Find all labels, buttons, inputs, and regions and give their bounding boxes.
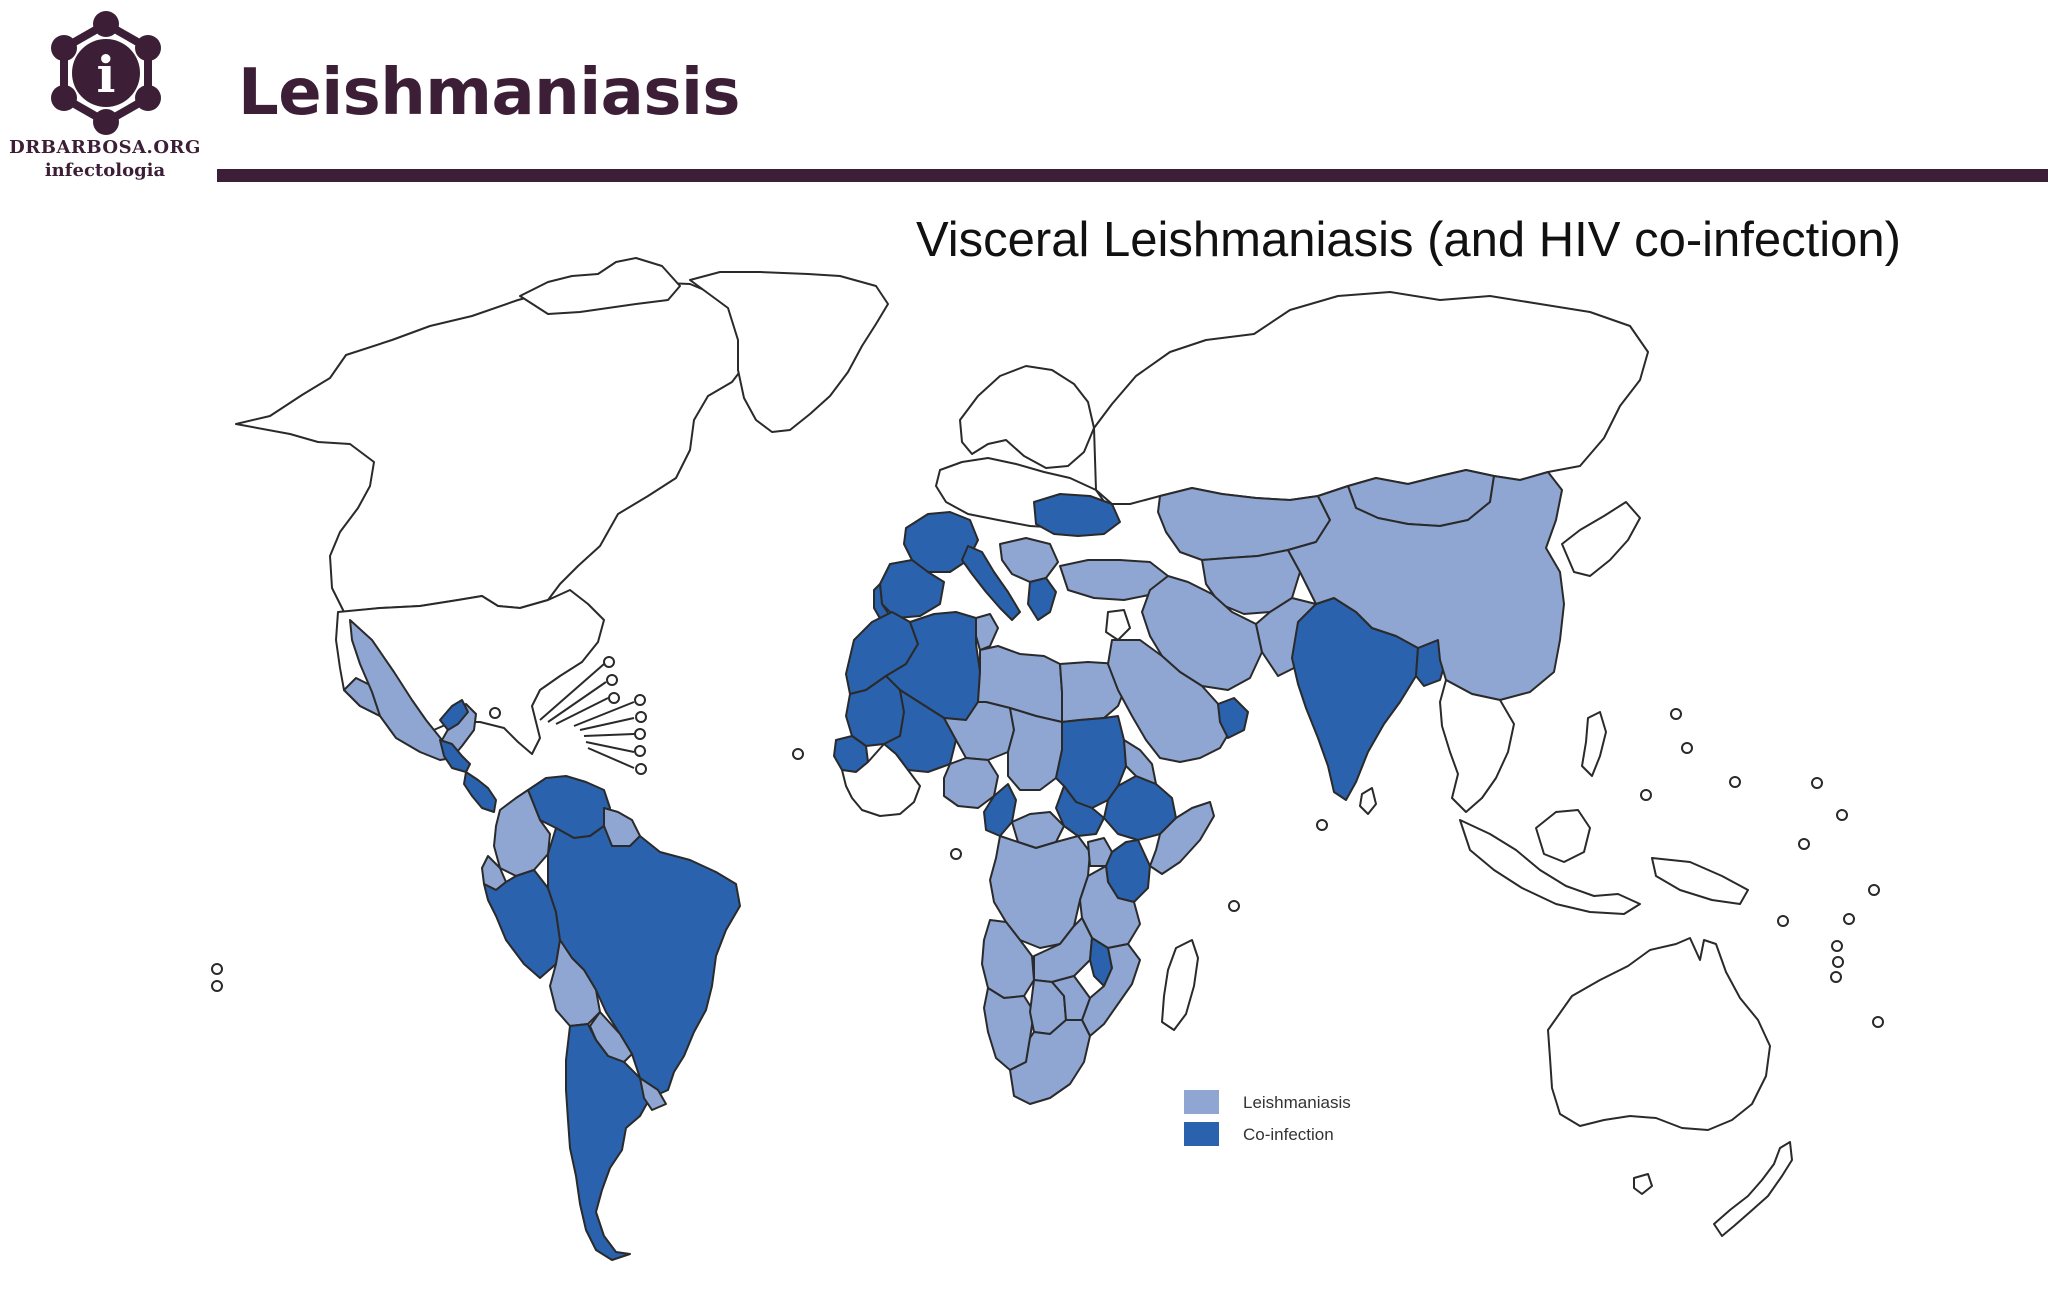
- map-region-uruguay: [639, 1077, 667, 1111]
- island-marker: [603, 656, 615, 668]
- map-region-mexico: [349, 619, 477, 761]
- map-region-alaska-canada: [235, 281, 749, 613]
- island-marker: [950, 848, 962, 860]
- map-region-southeast-asia: [1439, 679, 1515, 813]
- map-region-indonesia: [1459, 819, 1641, 915]
- island-marker: [635, 763, 647, 775]
- map-region-italy: [961, 545, 1021, 621]
- map-region-chad: [1007, 707, 1063, 791]
- map-region-philippines: [1581, 711, 1607, 777]
- island-marker: [211, 963, 223, 975]
- island-marker: [1670, 708, 1682, 720]
- map-region-argentina-chile: [565, 1023, 651, 1261]
- island-marker: [1729, 776, 1741, 788]
- map-region-tunisia: [975, 613, 999, 651]
- island-marker: [489, 707, 501, 719]
- map-region-sri-lanka: [1359, 787, 1377, 815]
- logo-glyph: i: [97, 45, 116, 104]
- map-region-iran-iraq: [1141, 575, 1263, 691]
- logo-subtitle: infectologia: [44, 160, 166, 181]
- map-region-mali: [883, 689, 957, 773]
- map-region-guatemala: [439, 739, 471, 773]
- map-region-somalia: [1149, 801, 1215, 875]
- map-region-cameroon: [983, 783, 1017, 837]
- map-region-honduras: [463, 771, 497, 813]
- legend-label-leishmaniasis: Leishmaniasis: [1243, 1093, 1351, 1112]
- island-marker: [1843, 913, 1855, 925]
- title-divider: [217, 169, 2048, 182]
- map-region-saudi-arabia: [1107, 639, 1233, 763]
- map-region-eritrea: [1123, 739, 1157, 785]
- island-marker: [1830, 971, 1842, 983]
- island-marker: [1681, 742, 1693, 754]
- island-marker: [634, 694, 646, 706]
- map-region-mexico-yucatan: [439, 699, 469, 731]
- map-region-madagascar: [1161, 939, 1199, 1031]
- map-region-arctic-islands: [519, 257, 681, 315]
- map-region-russia: [1093, 291, 1649, 505]
- island-marker: [634, 745, 646, 757]
- island-marker: [1798, 838, 1810, 850]
- map-region-south-sudan: [1055, 785, 1105, 837]
- map-region-australia: [1547, 937, 1771, 1131]
- map-region-ukraine: [1033, 493, 1121, 537]
- map-region-yemen-somalia-horn: [1217, 697, 1249, 739]
- map-region-tasmania: [1633, 1173, 1653, 1195]
- map-region-mozambique: [1081, 943, 1141, 1037]
- map-region-west-africa-coast: [841, 743, 921, 817]
- map-region-south-africa: [1009, 1019, 1091, 1105]
- island-marker: [606, 674, 618, 686]
- map-region-new-guinea: [1651, 857, 1749, 905]
- island-marker: [1836, 809, 1848, 821]
- molecule-icon: i: [51, 11, 161, 135]
- legend-swatch-leishmaniasis: [1184, 1090, 1219, 1114]
- page-title: Leishmaniasis: [238, 56, 740, 130]
- island-marker: [1640, 789, 1652, 801]
- map-region-balkans: [999, 537, 1059, 583]
- map-region-korea-japan: [1561, 501, 1641, 577]
- map-region-nigeria: [943, 757, 999, 809]
- map-region-china: [1287, 471, 1565, 701]
- legend-label-co-infection: Co-infection: [1243, 1125, 1334, 1144]
- legend-swatch-co-infection: [1184, 1122, 1219, 1146]
- map-region-greece: [1027, 577, 1057, 621]
- map-region-tanzania: [1079, 865, 1141, 949]
- island-marker: [1228, 900, 1240, 912]
- map-region-new-zealand: [1713, 1141, 1793, 1237]
- island-marker: [1811, 777, 1823, 789]
- map-region-colombia: [493, 789, 551, 877]
- island-marker: [634, 728, 646, 740]
- map-region-levant: [1105, 609, 1131, 641]
- island-marker: [1872, 1016, 1884, 1028]
- map-region-scandinavia: [959, 365, 1095, 469]
- map-title: Visceral Leishmaniasis (and HIV co-infec…: [916, 213, 1901, 267]
- island-marker: [1868, 884, 1880, 896]
- island-marker: [1831, 940, 1843, 952]
- island-marker: [1832, 956, 1844, 968]
- island-marker: [608, 692, 620, 704]
- map-region-egypt: [1059, 661, 1127, 723]
- island-marker: [211, 980, 223, 992]
- island-marker: [635, 711, 647, 723]
- logo: i DRBARBOSA.ORG infectologia: [0, 0, 210, 190]
- logo-name: DRBARBOSA.ORG: [9, 137, 201, 158]
- island-marker: [1316, 819, 1328, 831]
- map-region-greenland: [689, 271, 889, 433]
- island-marker: [792, 748, 804, 760]
- map-legend: Leishmaniasis Co-infection: [1184, 1090, 1404, 1170]
- map-region-borneo: [1535, 809, 1591, 863]
- island-marker: [1777, 915, 1789, 927]
